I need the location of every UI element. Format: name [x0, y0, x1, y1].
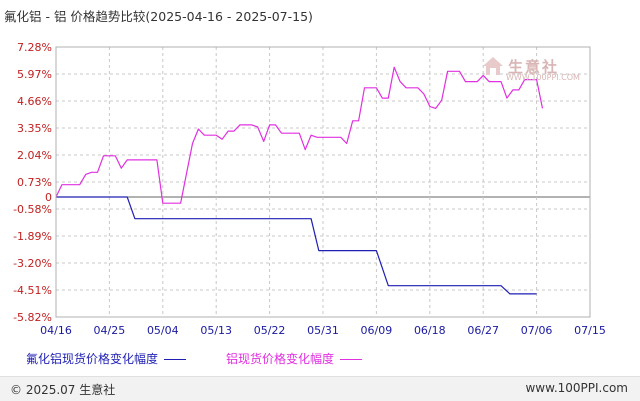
- x-tick-label: 06/27: [467, 324, 499, 337]
- y-tick-label: -3.20%: [13, 257, 52, 270]
- y-tick-label: 2.04%: [17, 149, 52, 162]
- logo-url: WWW.100PPI.COM: [506, 73, 580, 82]
- x-tick-label: 05/04: [147, 324, 179, 337]
- legend-label-series1: 氟化铝现货价格变化幅度: [26, 352, 159, 366]
- x-tick-label: 05/13: [200, 324, 232, 337]
- legend-swatch-series2: [340, 359, 363, 360]
- legend-item-series1: 氟化铝现货价格变化幅度: [26, 350, 187, 367]
- legend-item-series2: 铝现货价格变化幅度: [226, 350, 363, 367]
- chart-title: 氟化铝 - 铝 价格趋势比较(2025-04-16 - 2025-07-15): [4, 9, 313, 24]
- x-tick-label: 06/09: [361, 324, 393, 337]
- series-layer: [55, 66, 544, 295]
- series-line-1: [56, 196, 537, 295]
- x-tick-label: 05/22: [254, 324, 286, 337]
- y-tick-label: 0: [45, 191, 52, 204]
- x-tick-label: 07/06: [521, 324, 553, 337]
- footer-bar: © 2025.07 生意社 www.100PPI.com: [0, 376, 640, 401]
- x-tick-label: 06/18: [414, 324, 446, 337]
- legend-swatch-series1: [164, 359, 187, 360]
- y-tick-label: -1.89%: [13, 230, 52, 243]
- x-tick-labels: 04/16 04/25 05/04 05/13 05/22 05/31 06/09 06/18…: [40, 324, 606, 337]
- house-icon: [483, 57, 503, 75]
- x-tick-label: 04/25: [94, 324, 126, 337]
- legend-label-series2: 铝现货价格变化幅度: [226, 352, 335, 366]
- x-tick-label: 05/31: [307, 324, 339, 337]
- y-tick-labels: 7.28% 5.97% 4.66% 3.35% 2.04% 0.73% 0-0.58% -1.…: [13, 41, 52, 324]
- logo-text: 生意社: [508, 58, 560, 76]
- y-tick-label: 5.97%: [17, 68, 52, 81]
- series-line-2: [55, 66, 544, 204]
- y-tick-label: 0.73%: [17, 176, 52, 189]
- x-tick-label: 07/15: [574, 324, 606, 337]
- site-link[interactable]: www.100PPI.com: [525, 381, 628, 395]
- y-tick-label: -5.82%: [13, 311, 52, 324]
- logo-watermark: 生意社 WWW.100PPI.COM: [482, 56, 582, 82]
- y-tick-label: -4.51%: [13, 284, 52, 297]
- x-tick-label: 04/16: [40, 324, 72, 337]
- y-tick-label: 4.66%: [17, 95, 52, 108]
- copyright-text: © 2025.07 生意社: [10, 383, 116, 397]
- y-tick-label: 7.28%: [17, 41, 52, 54]
- plot-frame: [55, 46, 591, 318]
- y-tick-label: -0.58%: [13, 203, 52, 216]
- y-tick-label: 3.35%: [17, 122, 52, 135]
- grid-layer: [55, 46, 591, 318]
